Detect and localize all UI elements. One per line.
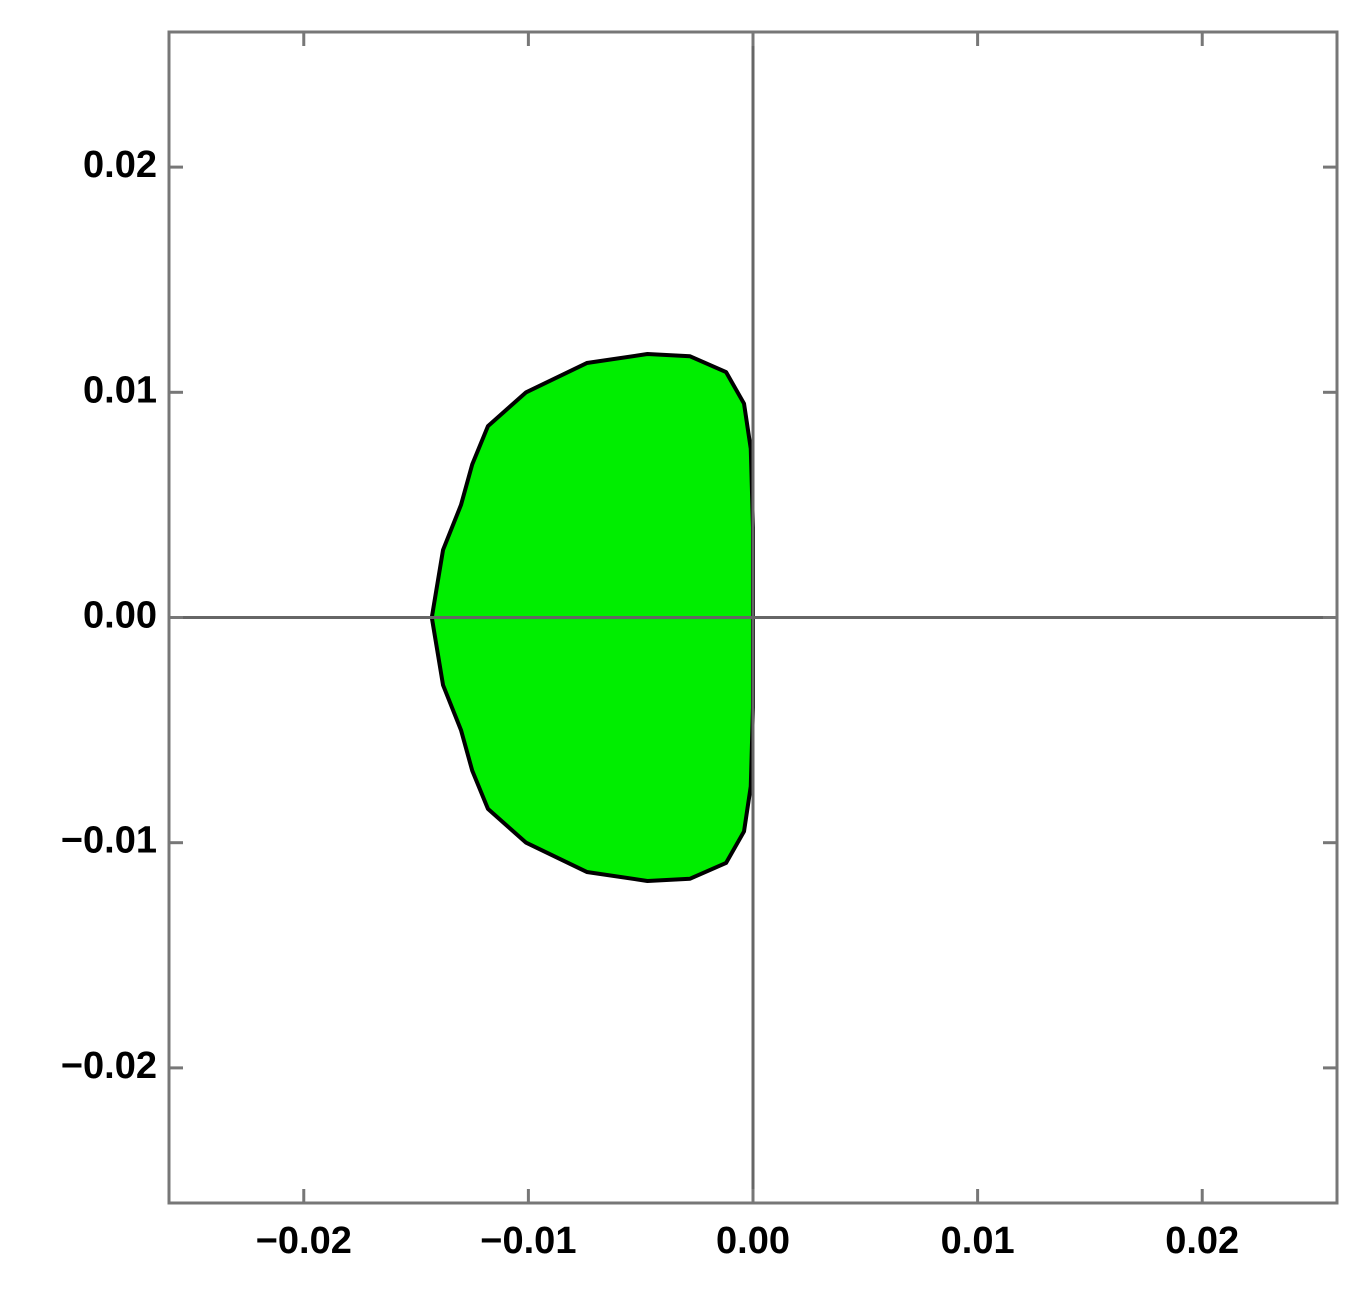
y-tick-label: −0.01 [61, 820, 157, 862]
y-tick-label: 0.01 [83, 369, 157, 411]
x-tick-label: −0.02 [256, 1220, 352, 1262]
y-tick-label: 0.00 [83, 595, 157, 637]
y-tick-label: 0.02 [83, 144, 157, 186]
x-tick-label: 0.01 [941, 1220, 1015, 1262]
x-tick-label: 0.00 [716, 1220, 790, 1262]
x-tick-label: 0.02 [1165, 1220, 1239, 1262]
x-tick-label: −0.01 [480, 1220, 576, 1262]
y-tick-label: −0.02 [61, 1045, 157, 1087]
